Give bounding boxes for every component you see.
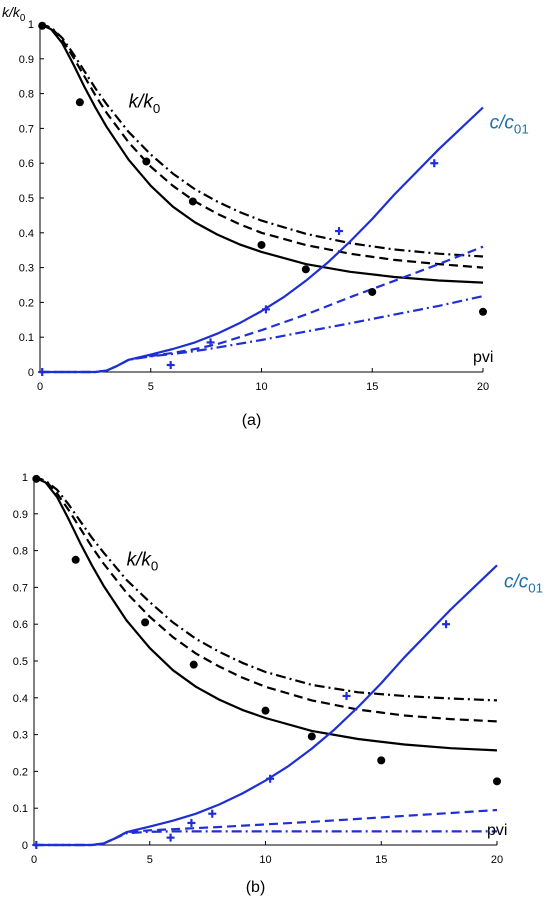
x-axis-label: pvi (473, 349, 493, 366)
y-tick-label: 0.3 (19, 263, 34, 275)
x-tick-label: 5 (147, 854, 153, 866)
data-point-dot (32, 474, 41, 483)
annotation-k-over-k0: k/k0 (127, 549, 159, 573)
series-line-dashdot-black (33, 475, 498, 702)
data-point-plus (430, 159, 439, 168)
panel-label: (a) (242, 412, 262, 429)
data-point-dot (141, 618, 150, 627)
data-point-plus (166, 361, 175, 370)
series-line-solid-blue (34, 564, 498, 847)
data-point-dot (188, 197, 197, 206)
y-tick-label: 0.4 (13, 693, 28, 705)
data-point-dot (479, 307, 487, 316)
chart-panel-b: 00.10.20.30.40.50.60.70.80.910 5 10 15 20k/k… (13, 472, 543, 896)
x-tick-label: 10 (259, 854, 271, 866)
data-point-plus (206, 338, 215, 347)
x-tick-label: 0 (37, 381, 43, 393)
x-tick-label: 15 (366, 381, 378, 393)
y-tick-label: 1 (28, 19, 34, 31)
data-point-dot (377, 756, 386, 765)
y-tick-label: 0.1 (13, 803, 28, 815)
y-tick-label: 0.2 (19, 297, 34, 309)
y-tick-label: 0.9 (19, 54, 34, 66)
x-tick-label: 5 (148, 381, 154, 393)
y-tick-label: 0 (28, 367, 34, 379)
chart-panel-a: 00.10.20.30.40.50.60.70.80.910 5 10 15 20k/k… (2, 4, 529, 429)
x-axis-label: pvi (487, 822, 507, 839)
x-tick-label: 20 (491, 854, 503, 866)
series-line-dashdot-blue (40, 295, 484, 374)
y-tick-label: 0.9 (13, 509, 28, 521)
x-tick-label: 0 (31, 854, 37, 866)
data-point-dot (301, 265, 310, 274)
y-tick-label: 0 (22, 840, 28, 852)
data-point-plus (208, 809, 217, 818)
data-point-dot (75, 98, 84, 107)
series-line-dashed-blue (40, 245, 484, 374)
data-point-plus (442, 620, 451, 629)
series-line-dashed-blue (34, 808, 498, 847)
data-point-plus (261, 305, 270, 314)
data-point-dot (261, 706, 270, 715)
y-tick-label: 0.1 (19, 332, 34, 344)
data-point-plus (187, 818, 196, 827)
series-line-dashdot-blue (34, 830, 497, 847)
y-tick-label: 0.6 (13, 619, 28, 631)
data-point-dot (189, 660, 198, 669)
x-tick-label: 15 (375, 854, 387, 866)
data-point-plus (266, 774, 275, 783)
y-axis-label: k/k0 (2, 4, 26, 24)
data-point-dot (307, 732, 316, 741)
annotation-k-over-k0: k/k0 (129, 92, 161, 116)
series-line-dashdot-black (39, 22, 484, 258)
data-point-plus (335, 227, 344, 236)
y-tick-label: 0.2 (13, 766, 28, 778)
series-line-solid-black (33, 476, 498, 752)
data-point-dot (71, 555, 80, 564)
annotation-c-over-c01: c/c01 (504, 571, 543, 595)
x-tick-label: 10 (255, 381, 267, 393)
y-tick-label: 0.7 (19, 123, 34, 135)
series-line-solid-black (39, 23, 484, 284)
data-point-dot (368, 287, 377, 296)
data-point-plus (32, 841, 41, 849)
annotation-c-over-c01: c/c01 (490, 112, 529, 136)
y-tick-label: 0.6 (19, 158, 34, 170)
data-point-plus (38, 368, 47, 376)
y-tick-label: 1 (22, 472, 28, 484)
y-tick-label: 0.8 (19, 89, 34, 101)
series-line-solid-blue (40, 106, 484, 374)
data-point-dot (493, 777, 501, 786)
data-point-dot (38, 21, 47, 30)
y-tick-label: 0.5 (19, 193, 34, 205)
data-point-dot (142, 157, 151, 166)
data-point-plus (166, 833, 175, 842)
y-tick-label: 0.3 (13, 730, 28, 742)
y-tick-label: 0.5 (13, 656, 28, 668)
panel-label: (b) (246, 879, 266, 896)
y-tick-label: 0.7 (13, 582, 28, 594)
x-tick-label: 20 (477, 381, 489, 393)
data-point-plus (342, 691, 351, 700)
data-point-dot (257, 240, 266, 249)
series-line-dashed-black (39, 22, 484, 269)
y-tick-label: 0.4 (19, 228, 34, 240)
y-tick-label: 0.8 (13, 546, 28, 558)
series-line-dashed-black (33, 475, 498, 723)
